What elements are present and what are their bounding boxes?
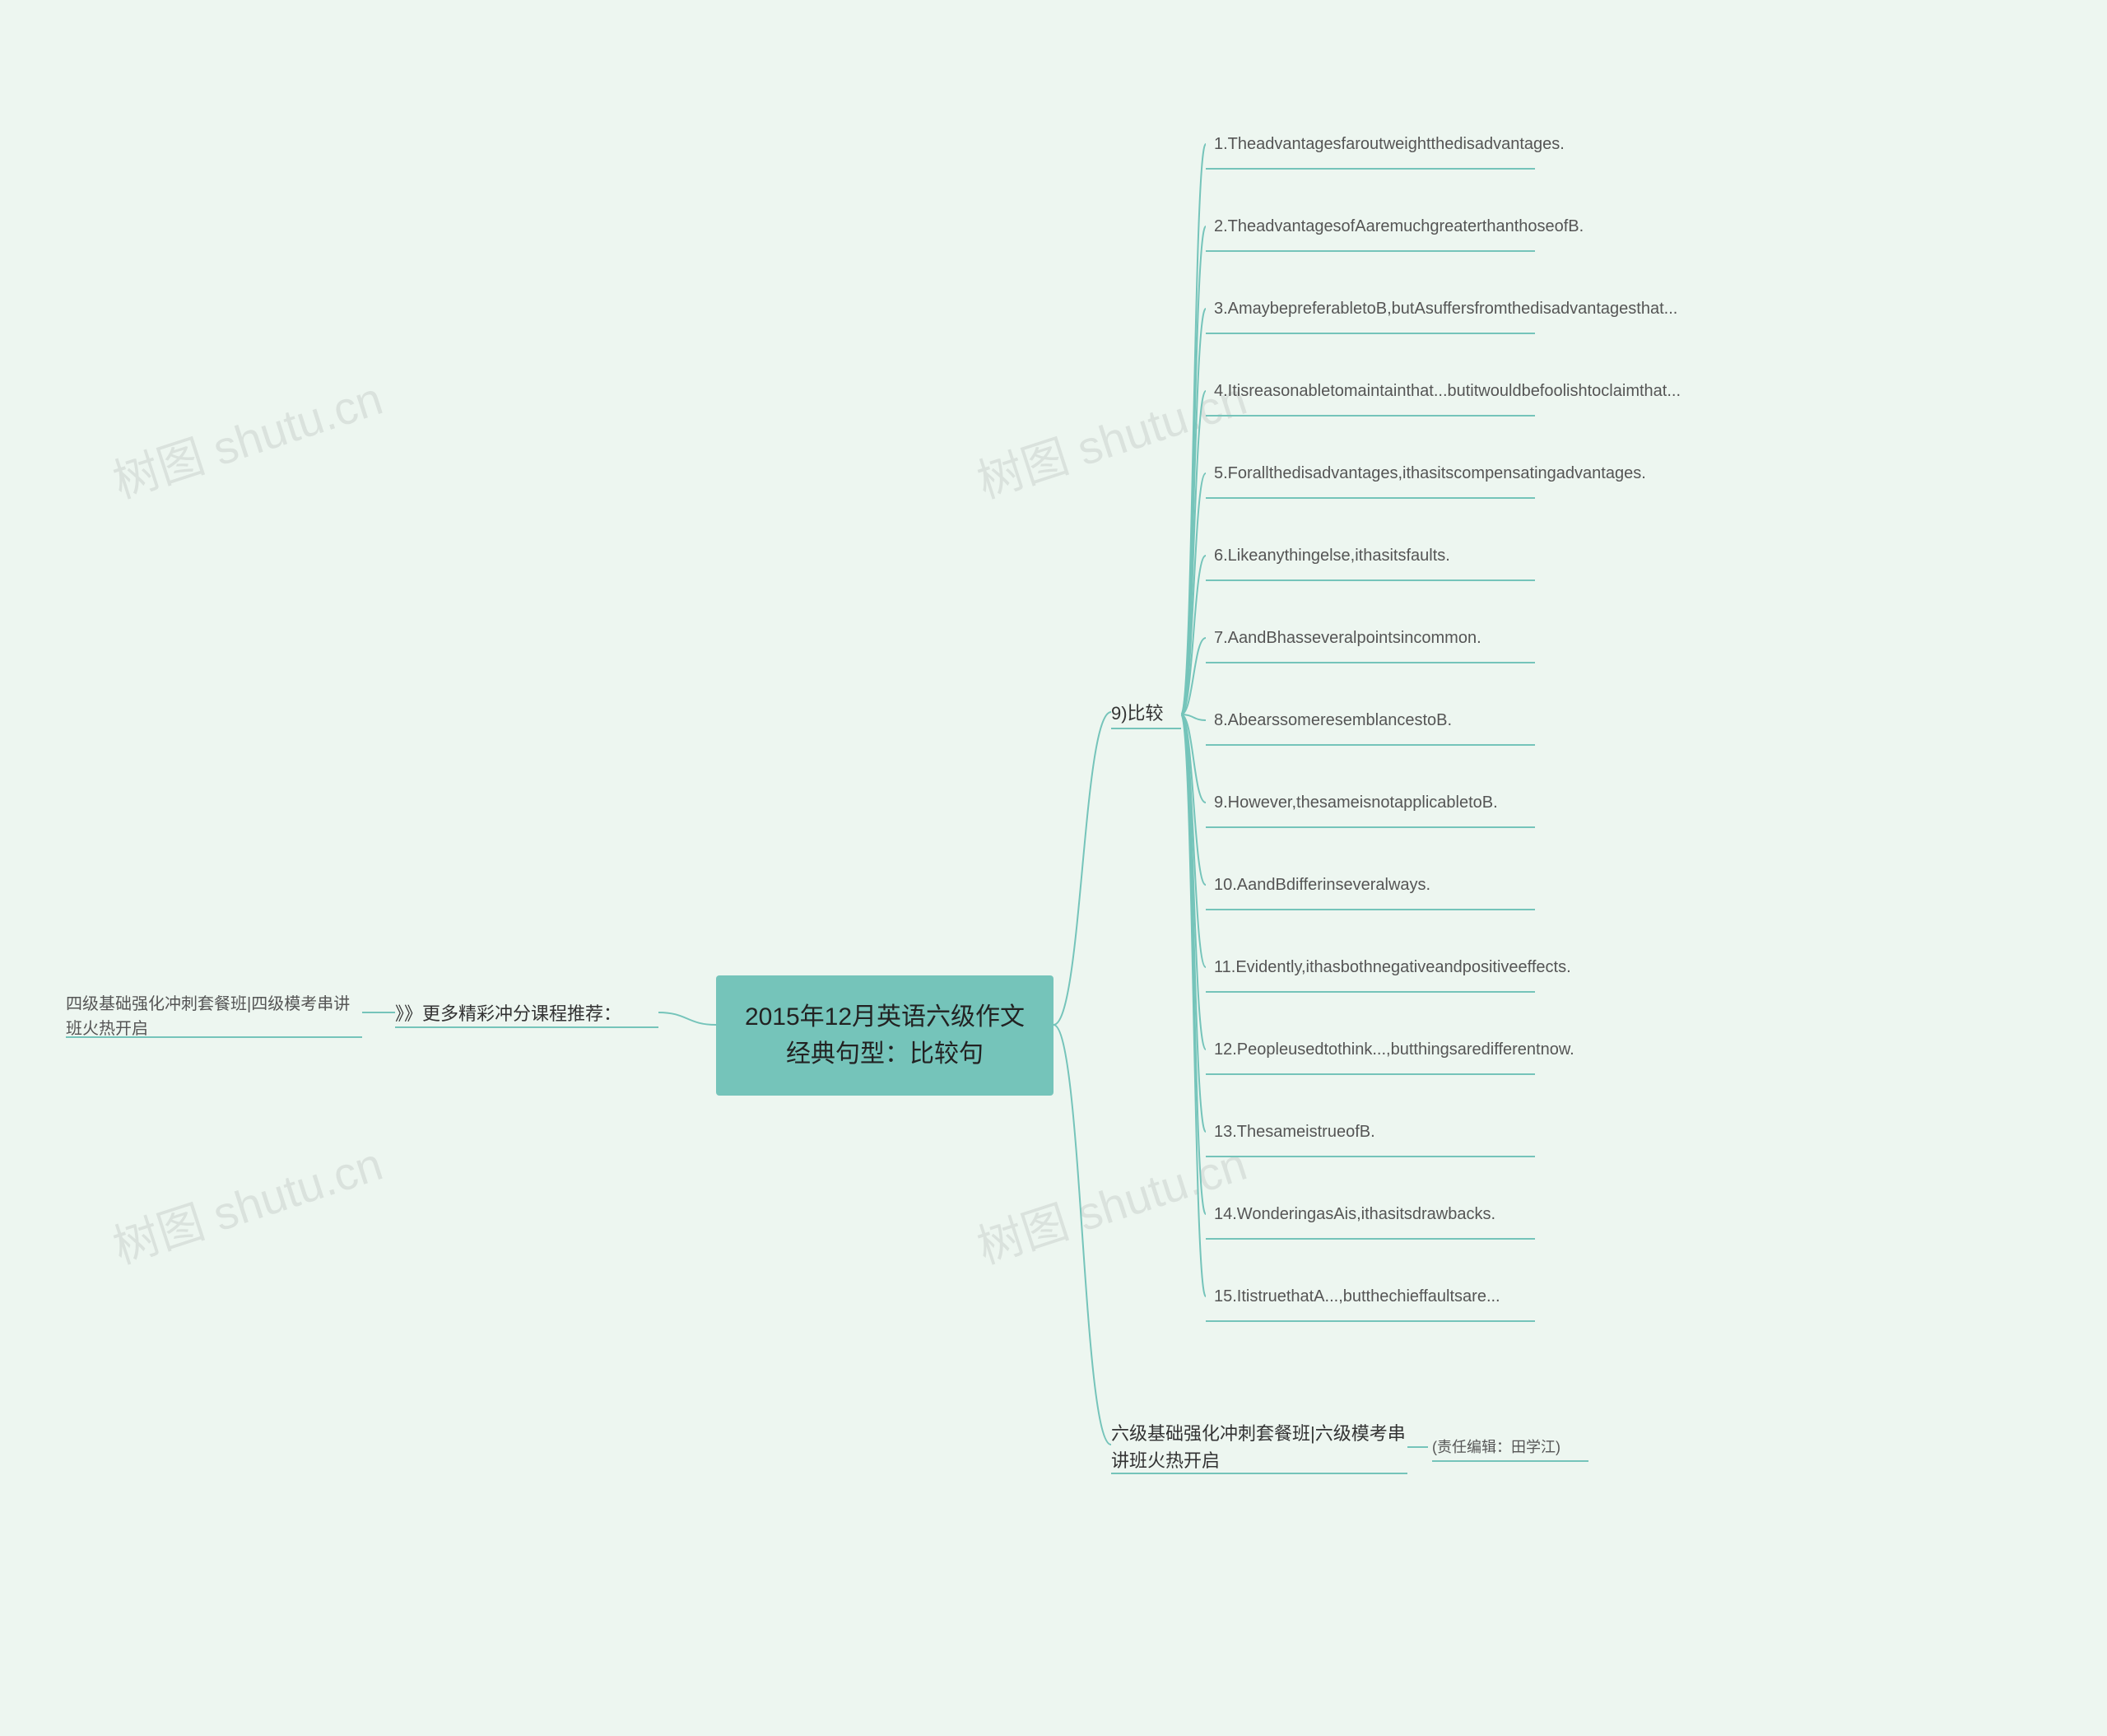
watermark: 树图 shutu.cn <box>104 362 390 512</box>
course-branch-label: 六级基础强化冲刺套餐班|六级模考串讲班火热开启 <box>1111 1420 1407 1474</box>
left-branch-leaf: 四级基础强化冲刺套餐班|四级模考串讲班火热开启 <box>66 992 362 1041</box>
left-branch-label: 》》更多精彩冲分课程推荐： <box>395 1000 658 1027</box>
compare-item: 6.Likeanythingelse,ithasitsfaults. <box>1214 543 1543 568</box>
compare-item: 1.Theadvantagesfaroutweightthedisadvanta… <box>1214 132 1543 156</box>
compare-item: 11.Evidently,ithasbothnegativeandpositiv… <box>1214 955 1543 980</box>
watermark: 树图 shutu.cn <box>104 1128 390 1278</box>
mindmap-canvas: 树图 shutu.cn 树图 shutu.cn 树图 shutu.cn 树图 s… <box>0 0 2107 1736</box>
compare-branch-label: 9)比较 <box>1111 700 1185 727</box>
compare-item: 13.ThesameistrueofB. <box>1214 1119 1543 1144</box>
compare-item: 14.WonderingasAis,ithasitsdrawbacks. <box>1214 1202 1543 1226</box>
compare-item: 3.AmaybepreferabletoB,butAsuffersfromthe… <box>1214 296 1543 321</box>
compare-item: 2.TheadvantagesofAaremuchgreaterthanthos… <box>1214 214 1543 239</box>
compare-item: 4.Itisreasonabletomaintainthat...butitwo… <box>1214 379 1543 403</box>
course-branch-leaf: (责任编辑：田学江) <box>1432 1436 1560 1459</box>
compare-item: 10.AandBdifferinseveralways. <box>1214 873 1543 897</box>
compare-item: 9.However,thesameisnotapplicabletoB. <box>1214 790 1543 815</box>
compare-item: 8.AbearssomeresemblancestoB. <box>1214 708 1543 733</box>
connector-layer <box>0 0 2107 1736</box>
center-node: 2015年12月英语六级作文经典句型：比较句 <box>716 975 1054 1096</box>
watermark: 树图 shutu.cn <box>968 1128 1254 1278</box>
compare-item: 15.ItistruethatA...,butthechieffaultsare… <box>1214 1284 1543 1309</box>
watermark: 树图 shutu.cn <box>968 362 1254 512</box>
compare-item: 12.Peopleusedtothink...,butthingsarediff… <box>1214 1037 1543 1062</box>
compare-item: 7.AandBhasseveralpointsincommon. <box>1214 626 1543 650</box>
compare-item: 5.Forallthedisadvantages,ithasitscompens… <box>1214 461 1543 486</box>
